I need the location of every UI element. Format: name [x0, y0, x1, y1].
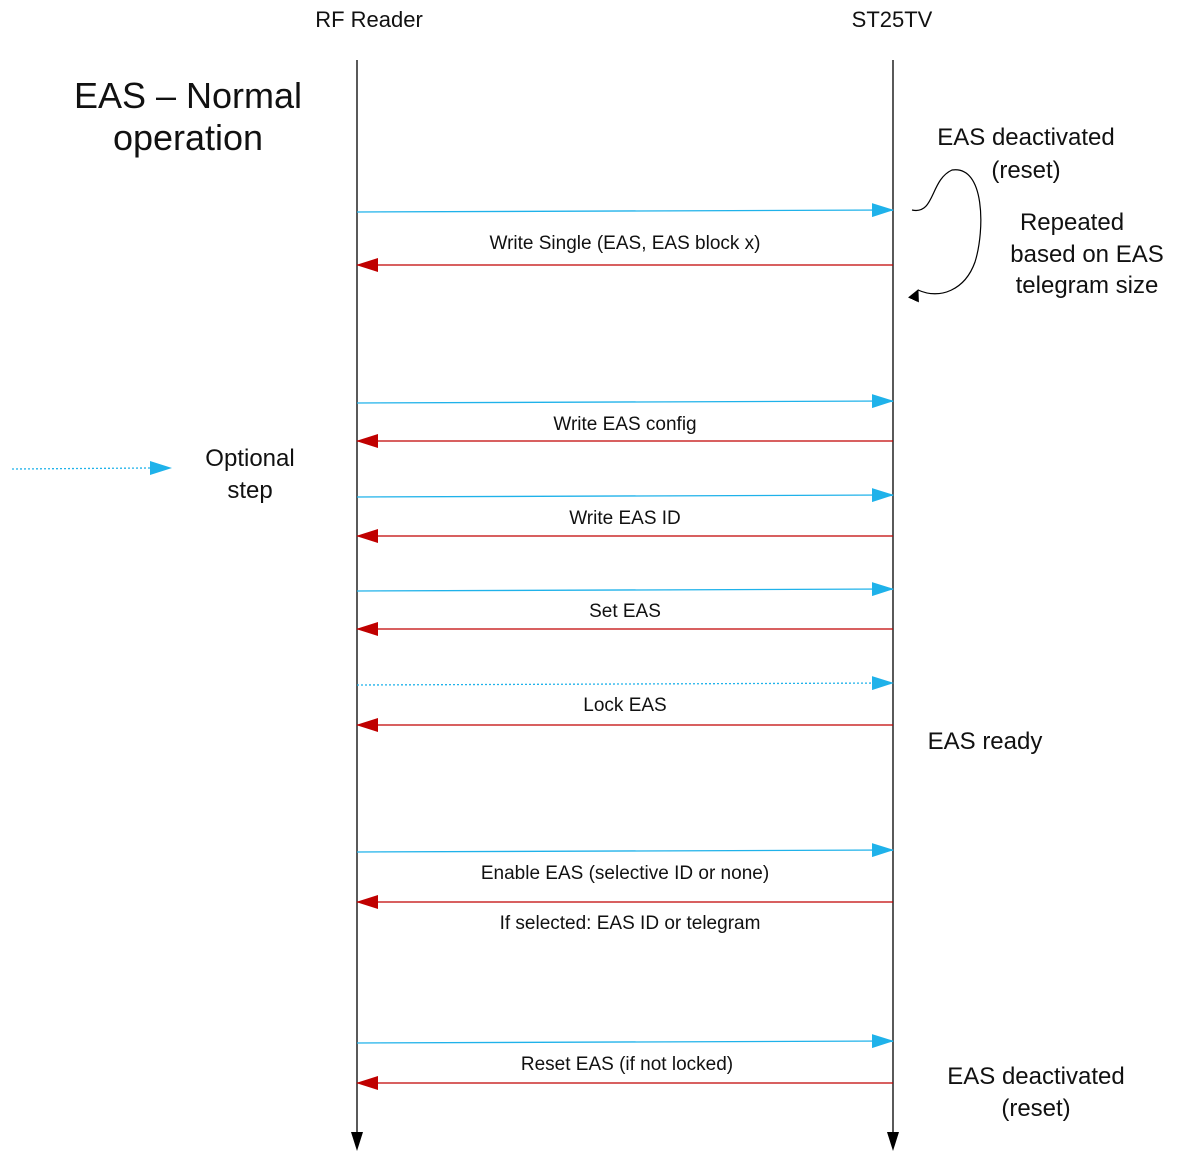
request-arrow-reset-eas — [356, 1034, 894, 1049]
message-label-write-eas-config: Write EAS config — [553, 414, 696, 435]
repeat-loop-arrow — [907, 169, 982, 303]
message-label-lock-eas: Lock EAS — [583, 695, 666, 716]
repeated-note-line3: telegram size — [1016, 272, 1159, 299]
request-arrow-enable-eas — [356, 843, 894, 858]
request-arrow-lock-eas-optional — [356, 676, 894, 691]
request-arrow-write-single — [356, 203, 894, 218]
request-arrow-write-eas-id — [356, 488, 894, 503]
message-label-write-single: Write Single (EAS, EAS block x) — [489, 233, 760, 254]
participant-st25tv: ST25TV — [852, 7, 933, 32]
legend-label-line2: step — [227, 477, 272, 504]
message-label-write-eas-id: Write EAS ID — [569, 508, 681, 529]
request-arrow-set-eas — [356, 582, 894, 597]
message-label-set-eas: Set EAS — [589, 601, 661, 622]
diagram-title-line2: operation — [113, 117, 263, 158]
state-deactivated-top-line1: EAS deactivated — [937, 124, 1114, 151]
lifeline-rf-reader-arrowhead — [351, 1132, 363, 1151]
legend-label-line1: Optional — [205, 445, 294, 472]
message-label-enable-eas: Enable EAS (selective ID or none) — [481, 863, 769, 884]
message-label-enable-eas-response: If selected: EAS ID or telegram — [500, 913, 761, 934]
repeated-note-line2: based on EAS — [1010, 241, 1163, 268]
message-label-reset-eas: Reset EAS (if not locked) — [521, 1054, 733, 1075]
repeated-note-line1: Repeated — [1020, 209, 1124, 236]
legend-optional-arrowhead — [150, 461, 172, 475]
diagram-title-line1: EAS – Normal — [74, 75, 302, 116]
state-deactivated-bottom-line1: EAS deactivated — [947, 1063, 1124, 1090]
state-deactivated-top-line2: (reset) — [991, 157, 1060, 184]
participant-rf-reader: RF Reader — [315, 7, 423, 32]
request-arrow-write-eas-config — [356, 394, 894, 409]
legend-optional-arrow-line — [11, 467, 151, 470]
state-ready: EAS ready — [928, 728, 1043, 755]
state-deactivated-bottom-line2: (reset) — [1001, 1095, 1070, 1122]
lifeline-st25tv-arrowhead — [887, 1132, 899, 1151]
